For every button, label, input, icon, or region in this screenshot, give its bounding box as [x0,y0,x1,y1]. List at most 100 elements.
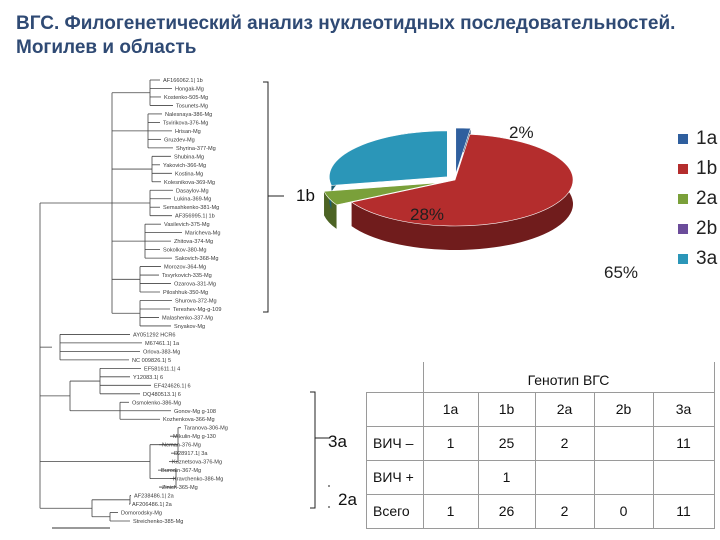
table-cell: 1 [477,459,536,495]
table-row: Всего 1 26 2 0 11 [366,493,715,529]
clade-bracket [310,391,330,509]
tree-leaf-label: Gonov-Mg g-108 [174,409,216,415]
legend-swatch-1b [678,163,688,174]
tree-leaf-label: Osmolenko-386-Mg [132,400,181,406]
tree-leaf-label: Vasilevich-375-Mg [164,222,210,228]
table-cell: 11 [652,493,715,529]
tree-leaf-label: Shubina-Mg [174,154,204,160]
tree-leaf-label: Sokolkov-380-Mg [163,248,207,254]
tree-leaf-label: Burodin-367-Mg [161,468,201,474]
header-corner [366,391,424,427]
legend-label-2a: 2a [696,187,718,209]
tree-leaf-label: Piloshhuk-350-Mg [163,290,208,296]
clade-bracket [263,81,284,313]
genotype-pie-chart: 2% 65% 5% 28% [323,123,638,278]
tree-leaf-label: Tereshev-Mg-g-109 [173,307,222,313]
tree-leaf-label: Yakovich-366-Mg [163,163,206,169]
legend-item-2a: 2a [678,188,717,209]
legend-item-1a: 1a [678,128,717,149]
tree-leaf-label: Taranova-306-Mg [184,426,228,432]
legend-label-1b: 1b [696,157,718,179]
pie-data-label-1b: 65% [604,263,638,278]
tree-leaf-label: Morozov-364-Mg [164,265,206,271]
table-cell [593,459,654,495]
tree-leaf-label: Streichenko-385-Mg [133,519,183,525]
tree-leaf-label: Sakovich-368-Mg [175,256,219,262]
tree-leaf-label: Kravchenko-386-Mg [173,477,223,483]
column-header: 2a [534,391,595,427]
table-cell: 0 [593,493,654,529]
title-line-2: Могилев и область [16,36,197,58]
tree-leaf-label: AY051292 HCR6 [133,332,176,338]
tree-leaf-label: Semashkenko-381-Mg [163,205,219,211]
legend-item-2b: 2b [678,218,717,239]
tree-leaf-label: Lukina-369-Mg [174,197,211,203]
tree-leaf-label: DQ480513.1| 6 [143,392,181,398]
table-cell [534,459,595,495]
tree-leaf-label: Tsvirikova-376-Mg [163,120,208,126]
tree-leaf-label: Tsvyrkovich-335-Mg [162,273,212,279]
tree-leaf-label: Shyrina-377-Mg [176,146,216,152]
tree-leaf-label: Shurova-372-Mg [175,299,217,305]
tree-leaf-label: Orlova-383-Mg [143,349,180,355]
table-row: ВИЧ + 1 [366,459,715,495]
column-header: 1b [477,391,536,427]
legend-label-1a: 1a [696,127,718,149]
title-line-1: ВГС. Филогенетический анализ нуклеотидны… [16,13,676,34]
column-header: 1a [422,391,479,427]
table-cell: 1 [422,493,479,529]
tree-leaf-label: Y12083.1| 6 [133,375,163,381]
pie-slice-1b [350,134,574,227]
pie-slice-3a [329,130,448,186]
legend-swatch-2a [678,193,688,204]
table-cell [652,459,715,495]
table-corner [366,362,424,393]
slide-title: ВГС. Филогенетический анализ нуклеотидны… [16,12,706,60]
tree-leaf-label: Ozarova-331-Mg [174,282,216,288]
clade-brackets [263,81,330,509]
table-cell: 26 [477,493,536,529]
tree-leaf-label: NC 009826.1| 5 [132,358,171,364]
tree-leaf-label: Hongak-Mg [175,86,204,92]
tree-leaf-label: D28917.1| 3a [174,451,208,457]
tree-leaf-label: EF424626.1| 6 [154,383,191,389]
tree-leaf-label: Maricheva-Mg [185,231,220,237]
tree-leaf-label: Tosunets-Mg [176,103,208,109]
tree-leaf-label: AF206486.1| 2a [132,502,173,508]
pie-data-label-1a: 2% [509,123,534,142]
tree-leaf-label: Gruzdev-Mg [164,137,195,143]
tree-leaf-label: AF238486.1| 2a [134,494,175,500]
table-cell [422,459,479,495]
row-label: Всего [366,493,424,529]
phylogenetic-tree: AF166062.1| 1b Hongak-Mg Kostenko-505-Mg To… [39,78,330,529]
table-cell: 1 [422,425,479,461]
table-cell [593,425,654,461]
tree-leaf-label: Nalesnaya-386-Mg [165,112,212,118]
chart-legend: 1a 1b 2a 2b 3a [678,128,717,278]
tree-leaf-label: Zinich-365-Mg [162,485,198,491]
tree-leaf-label: Hrisan-Mg [175,129,201,135]
clade-label-3a: 3a [328,432,347,451]
tree-leaf-label: Malashenko-337-Mg [162,315,213,321]
legend-swatch-1a [678,133,688,144]
tree-leaf-label: Kozhenkova-366-Mg [163,417,215,423]
table-cell: 11 [652,425,715,461]
tree-leaf-label: Zhitova-374-Mg [174,239,213,245]
pie-data-label-3a: 28% [410,205,444,224]
clade-bracket [328,485,330,508]
tree-leaf-label: AF356995.1| 1b [175,214,215,220]
tree-leaf-label: Domorodsky-Mg [121,511,162,517]
tree-leaf-label: Kostenko-505-Mg [164,95,208,101]
table-cell: 2 [534,493,595,529]
pie-slice-side-2a [324,191,337,229]
pie-slice-1a [455,127,471,175]
tree-leaf-label: Neman-376-Mg [162,443,201,449]
clade-label-2a: 2a [338,490,357,509]
table-header-row: 1a 1b 2a 2b 3a [366,391,715,427]
tree-leaf-label: Kostina-Mg [175,171,203,177]
tree-leaf-label: Kuznetsova-376-Mg [172,460,222,466]
row-label: ВИЧ – [366,425,424,461]
table-title: Генотип ВГС [422,362,715,393]
table-row: ВИЧ – 1 25 2 11 [366,425,715,461]
tree-leaf-label: Dasaylov-Mg [176,188,209,194]
